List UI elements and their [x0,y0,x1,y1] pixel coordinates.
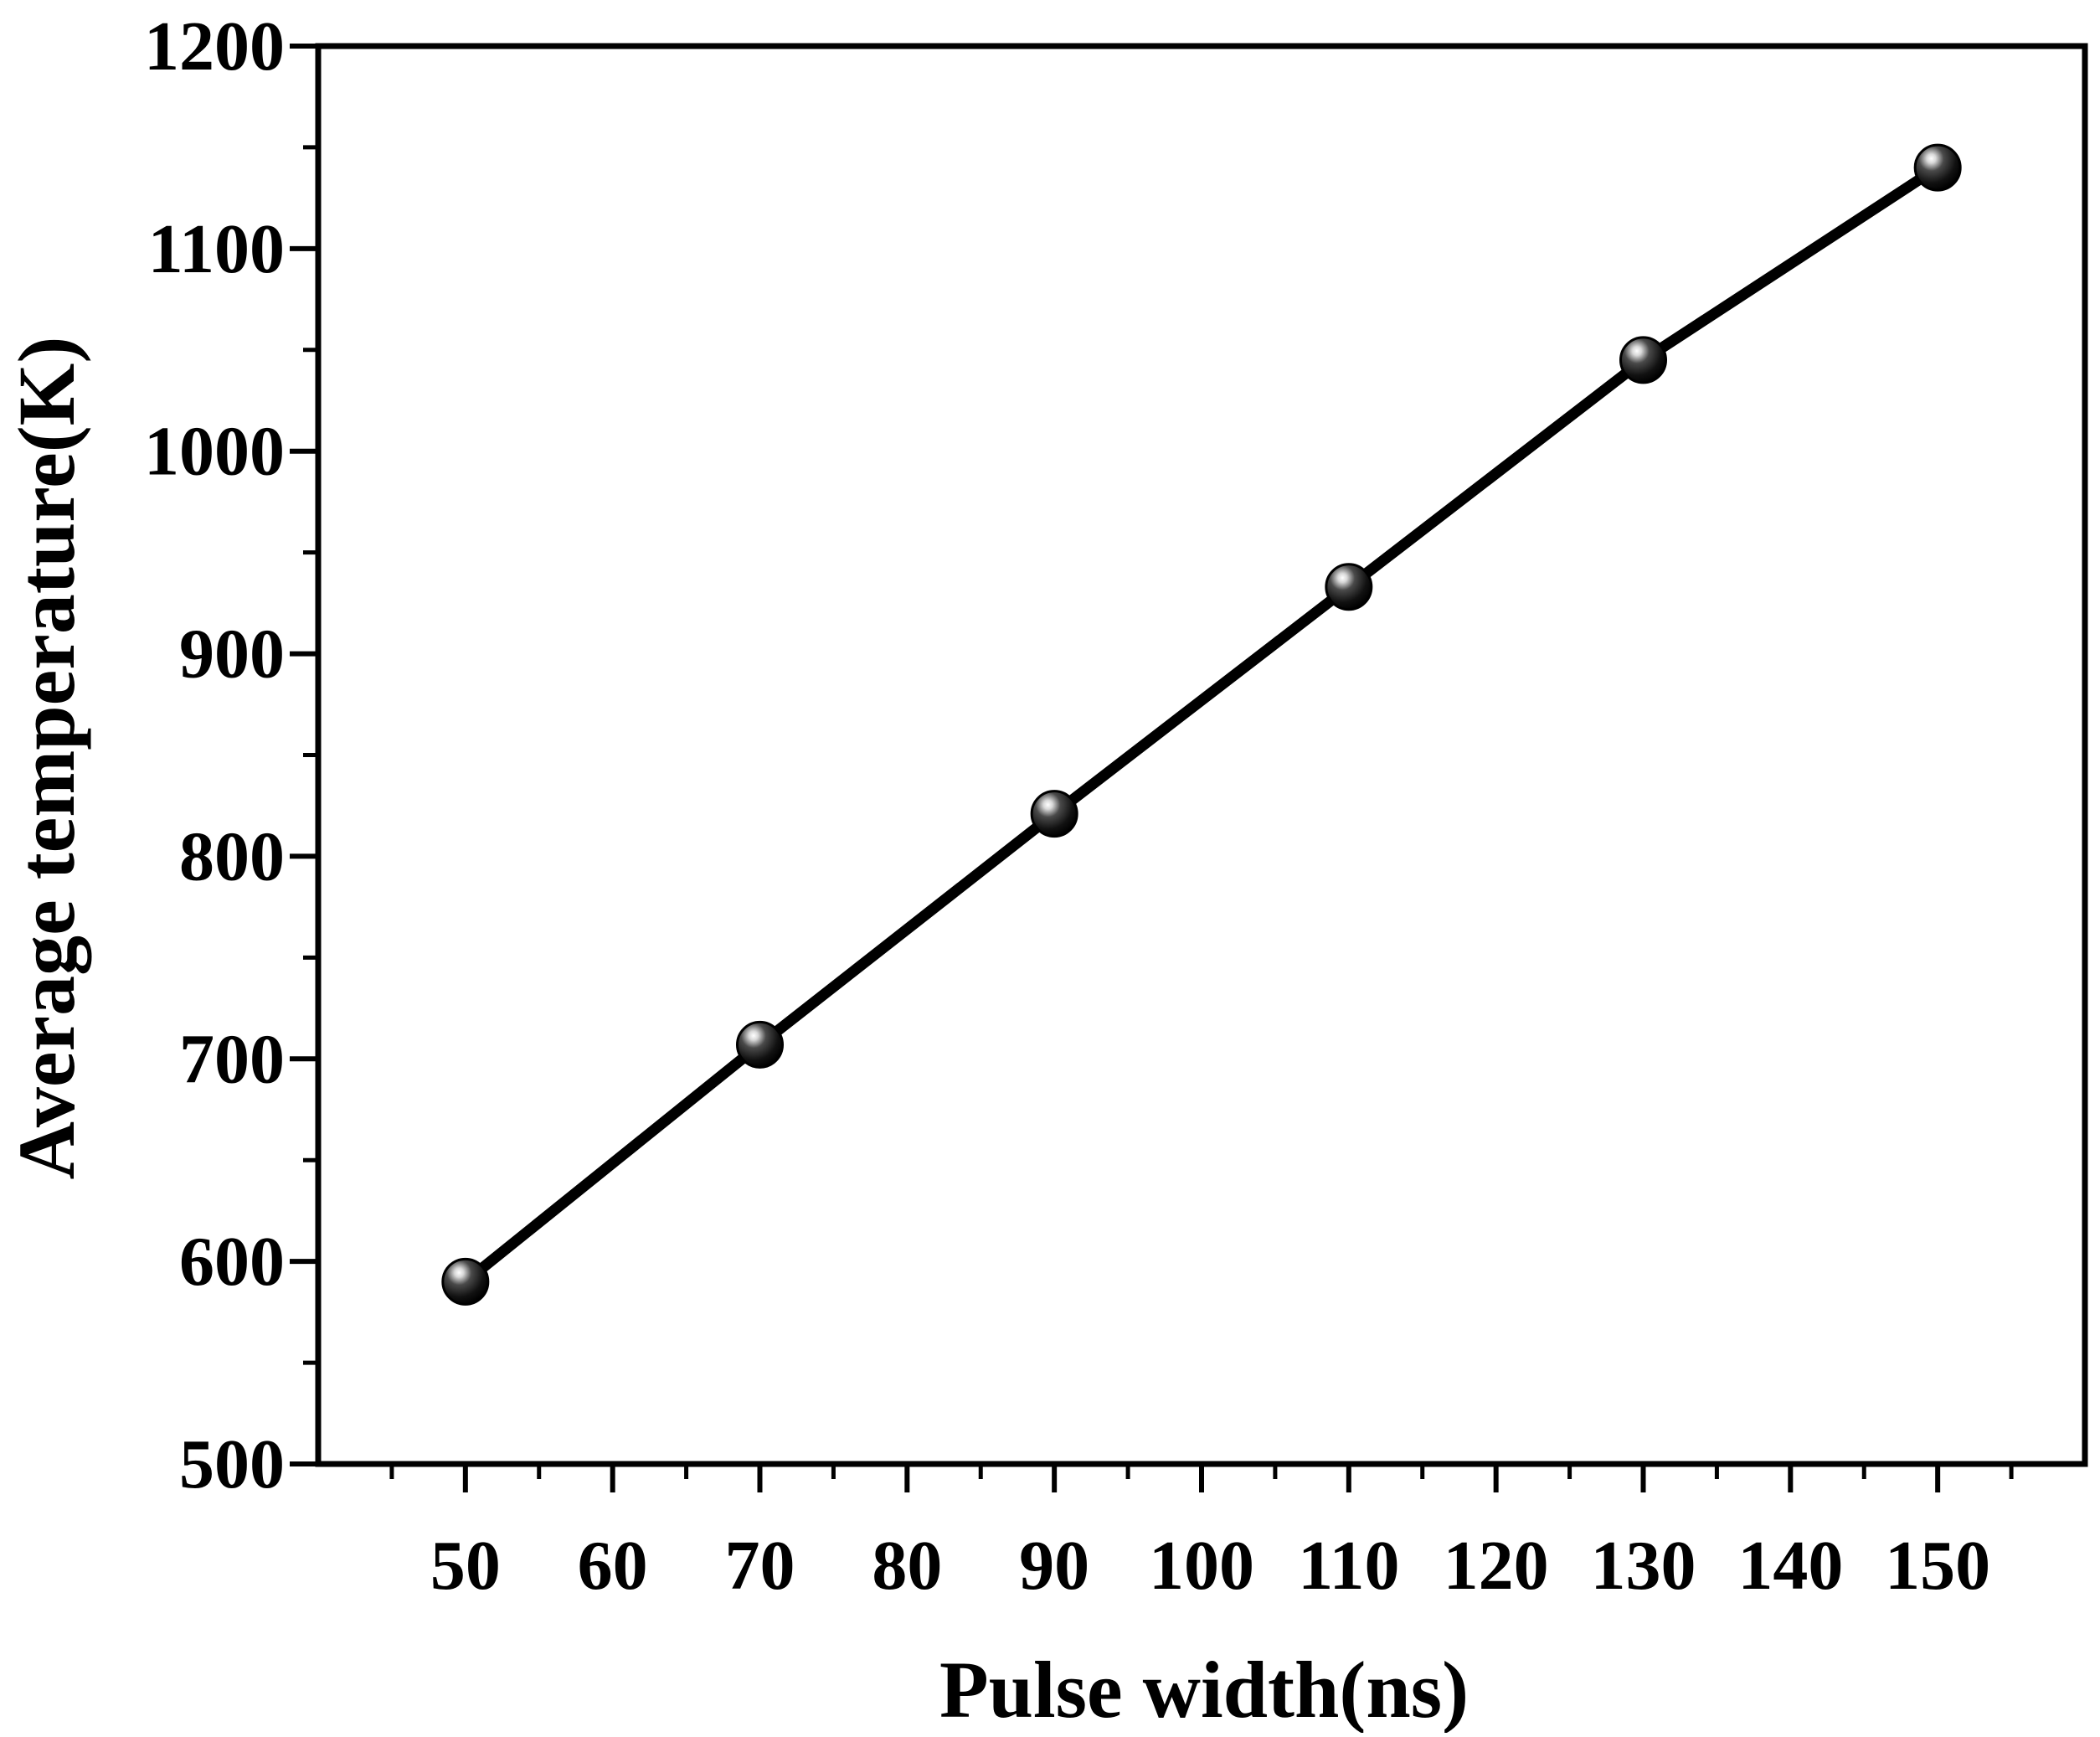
series-line [460,162,1943,1287]
x-tick-label: 80 [872,1527,942,1605]
x-tick-label: 150 [1885,1527,1990,1605]
y-axis: 500 600 700 800 900 1000 1100 1200 [144,8,318,1503]
y-tick-label: 1100 [148,210,285,288]
x-tick-label: 130 [1591,1527,1696,1605]
y-tick-label: 500 [179,1425,285,1503]
x-tick-label: 90 [1019,1527,1089,1605]
plot-frame [315,43,2088,1467]
x-tick-label: 120 [1444,1527,1549,1605]
x-tick-label: 140 [1737,1527,1843,1605]
y-tick-label: 800 [179,817,285,895]
x-axis-title: Pulse width(ns) [939,1645,1469,1733]
data-point [736,1020,784,1069]
y-axis-title: Average temperature(K) [2,337,91,1180]
x-tick-label: 60 [578,1527,648,1605]
x-axis: 50 60 70 80 90 100 110 120 130 140 150 [389,1464,2014,1605]
y-tick-label: 1000 [144,413,285,491]
data-point [1030,790,1078,838]
y-tick-label: 900 [179,616,285,693]
x-tick-label: 100 [1149,1527,1254,1605]
x-tick-label: 50 [430,1527,501,1605]
plot-area [315,43,2088,1467]
x-tick-label: 110 [1298,1527,1399,1605]
data-point [441,1257,490,1306]
data-point [1913,143,1962,192]
y-tick-label: 600 [179,1223,285,1301]
x-tick-label: 70 [725,1527,795,1605]
y-tick-label: 1200 [144,8,285,85]
y-tick-label: 700 [179,1020,285,1098]
data-point [1325,563,1373,611]
data-point [1619,336,1667,384]
